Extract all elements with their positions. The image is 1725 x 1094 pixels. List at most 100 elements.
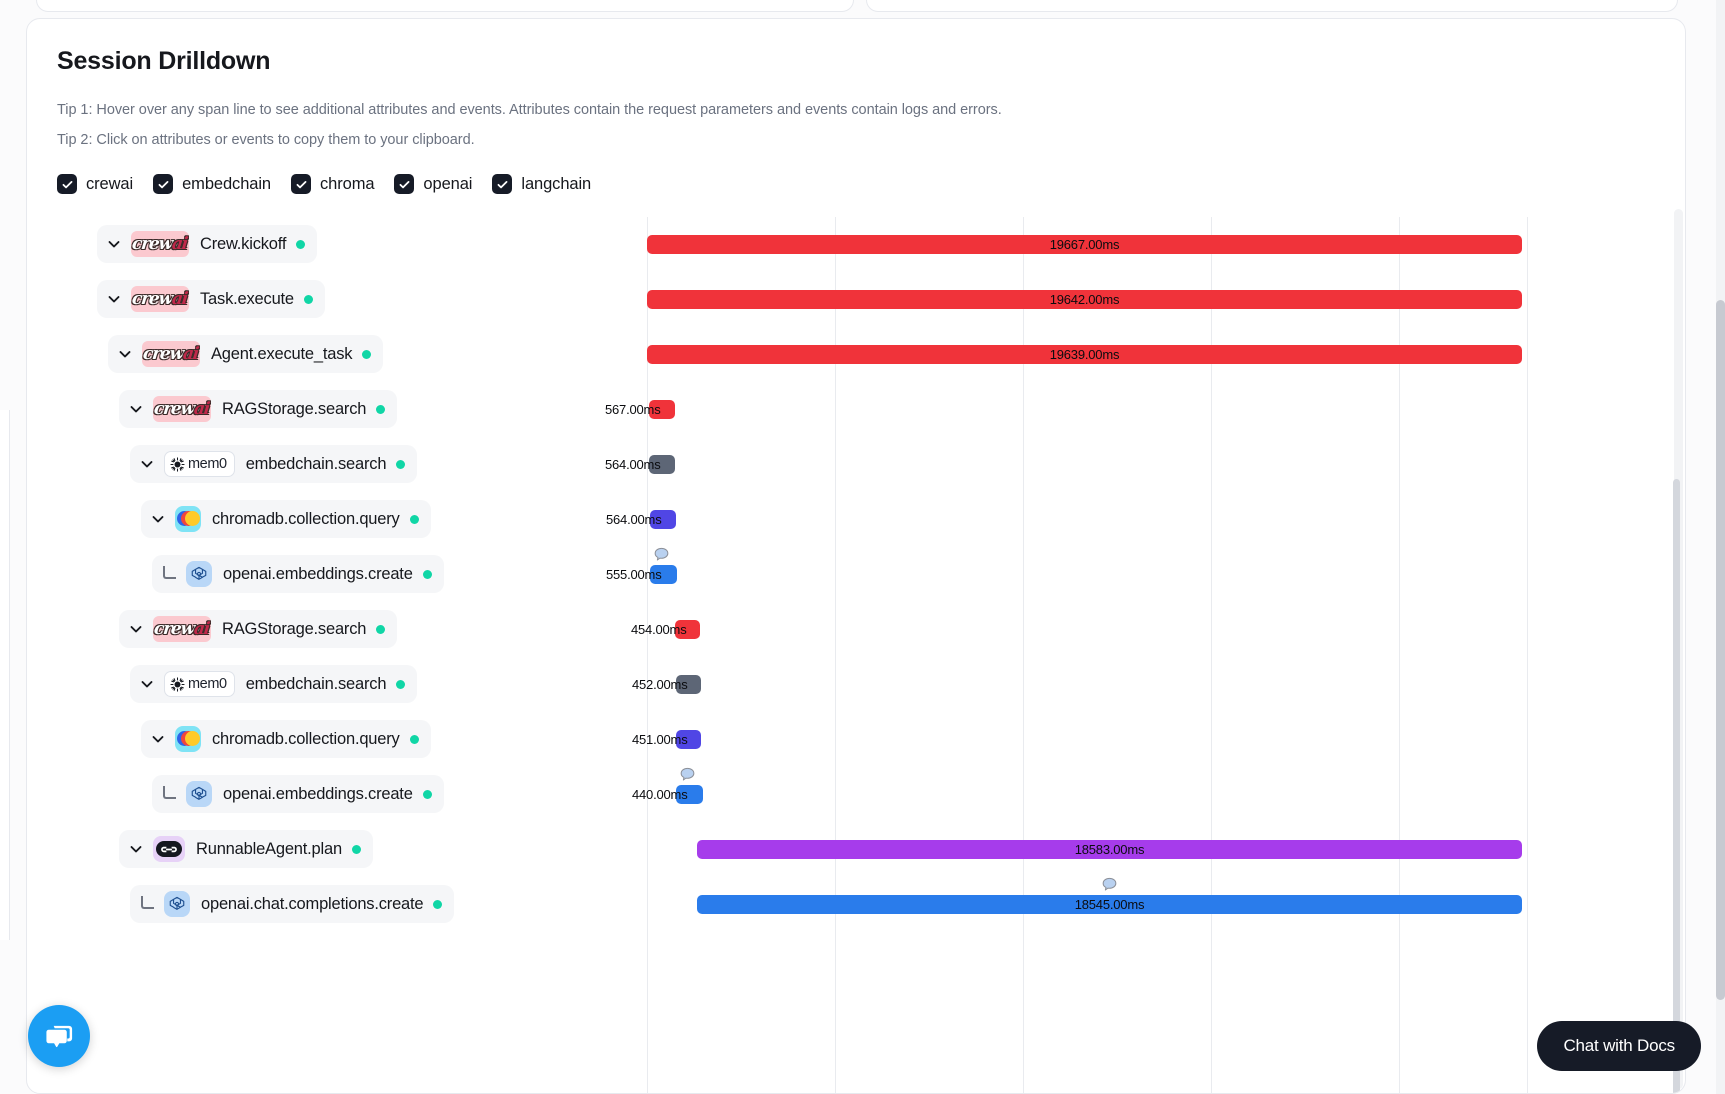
filter-chroma[interactable]: chroma: [291, 174, 375, 194]
span-row[interactable]: openai.chat.completions.create 18545.00ms: [27, 876, 1685, 932]
span-duration-bar[interactable]: [649, 455, 675, 474]
chevron-down-icon[interactable]: [130, 676, 164, 692]
span-label-cell[interactable]: chromadb.collection.query: [141, 720, 431, 758]
span-name: RAGStorage.search: [222, 619, 367, 638]
span-duration-bar[interactable]: [676, 785, 703, 804]
checkbox-crewai[interactable]: [57, 174, 77, 194]
checkbox-embedchain[interactable]: [153, 174, 174, 194]
span-row[interactable]: RunnableAgent.plan 18583.00ms: [27, 822, 1685, 877]
chevron-down-icon[interactable]: [97, 236, 131, 252]
span-duration-bar[interactable]: 19639.00ms: [647, 345, 1522, 364]
filter-label: openai: [423, 174, 473, 193]
waterfall-scrollbar-thumb[interactable]: [1673, 479, 1680, 1093]
chevron-down-icon[interactable]: [130, 456, 164, 472]
span-row[interactable]: crewai Crew.kickoff 19667.00ms: [27, 217, 1685, 272]
chevron-down-icon[interactable]: [97, 291, 131, 307]
status-dot: [362, 349, 372, 359]
filter-langchain[interactable]: langchain: [492, 174, 591, 194]
chroma-icon: [175, 506, 201, 532]
span-row[interactable]: crewai Agent.execute_task 19639.00ms: [27, 327, 1685, 382]
span-row[interactable]: crewai RAGStorage.search 454.00ms: [27, 602, 1685, 657]
filter-label: chroma: [320, 174, 375, 193]
chevron-down-icon[interactable]: [141, 511, 175, 527]
filter-crewai[interactable]: crewai: [57, 174, 133, 194]
span-duration-bar[interactable]: 18545.00ms: [697, 895, 1522, 914]
page-title: Session Drilldown: [57, 47, 271, 75]
span-duration-bar[interactable]: 19667.00ms: [647, 235, 1522, 254]
tree-leaf-connector: [152, 785, 186, 803]
span-label-cell[interactable]: openai.embeddings.create: [152, 555, 444, 593]
page-scrollbar-track[interactable]: [1716, 0, 1725, 1094]
chevron-down-icon[interactable]: [119, 841, 153, 857]
span-label-cell[interactable]: openai.chat.completions.create: [130, 885, 455, 923]
checkbox-chroma[interactable]: [291, 174, 311, 194]
chroma-icon: [175, 726, 201, 752]
span-duration-bar[interactable]: [675, 620, 700, 639]
status-dot: [433, 899, 443, 909]
span-duration-bar[interactable]: [649, 400, 675, 419]
span-label-cell[interactable]: crewai Crew.kickoff: [97, 225, 318, 263]
crewai-icon: crewai: [131, 286, 189, 312]
span-label-cell[interactable]: crewai RAGStorage.search: [119, 610, 398, 648]
openai-icon: [186, 781, 212, 807]
filter-openai[interactable]: openai: [394, 174, 472, 194]
chevron-down-icon[interactable]: [108, 346, 142, 362]
span-row[interactable]: mem0 embedchain.search 452.00ms: [27, 657, 1685, 712]
openai-icon: [164, 891, 190, 917]
mem0-icon: mem0: [164, 671, 235, 697]
span-label-cell[interactable]: crewai Agent.execute_task: [108, 335, 384, 373]
span-row[interactable]: crewai Task.execute 19642.00ms: [27, 272, 1685, 327]
status-dot: [351, 844, 361, 854]
span-duration-bar[interactable]: [650, 565, 677, 584]
span-event-marker-icon[interactable]: [652, 546, 671, 565]
chevron-down-icon[interactable]: [119, 621, 153, 637]
filter-label: crewai: [86, 174, 134, 193]
span-label-cell[interactable]: mem0 embedchain.search: [130, 445, 418, 483]
chevron-down-icon[interactable]: [141, 731, 175, 747]
status-dot: [409, 514, 419, 524]
span-duration-bar[interactable]: [650, 510, 676, 529]
span-label-cell[interactable]: openai.embeddings.create: [152, 775, 444, 813]
span-row[interactable]: chromadb.collection.query 451.00ms: [27, 712, 1685, 767]
span-duration-bar[interactable]: 19642.00ms: [647, 290, 1522, 309]
chevron-down-icon[interactable]: [119, 401, 153, 417]
timeline-gridline: [1527, 217, 1528, 1093]
span-label-cell[interactable]: crewai Task.execute: [97, 280, 325, 318]
crewai-icon: crewai: [142, 341, 200, 367]
top-card-left: [36, 0, 854, 12]
span-row[interactable]: openai.embeddings.create 440.00ms: [27, 766, 1685, 822]
filter-label: embedchain: [182, 174, 271, 193]
span-event-marker-icon[interactable]: [678, 766, 697, 785]
top-cards-strip: [0, 0, 1725, 14]
span-name: RAGStorage.search: [222, 399, 367, 418]
crewai-icon: crewai: [153, 396, 211, 422]
span-name: Agent.execute_task: [211, 344, 353, 363]
span-name: openai.chat.completions.create: [201, 894, 424, 913]
span-row[interactable]: chromadb.collection.query 564.00ms: [27, 492, 1685, 547]
span-duration-bar[interactable]: [676, 730, 701, 749]
checkbox-openai[interactable]: [394, 174, 415, 194]
span-label-cell[interactable]: mem0 embedchain.search: [130, 665, 418, 703]
span-row[interactable]: crewai RAGStorage.search 567.00ms: [27, 382, 1685, 437]
span-duration-bar[interactable]: [676, 675, 701, 694]
tree-leaf-connector: [152, 565, 186, 583]
crewai-icon: crewai: [153, 616, 211, 642]
chat-widget-button[interactable]: [28, 1005, 90, 1067]
span-row[interactable]: openai.embeddings.create 555.00ms: [27, 546, 1685, 602]
waterfall-scrollbar-track[interactable]: [1673, 209, 1683, 1093]
span-label-cell[interactable]: crewai RAGStorage.search: [119, 390, 398, 428]
span-event-marker-icon[interactable]: [1100, 876, 1119, 895]
filter-embedchain[interactable]: embedchain: [153, 174, 271, 194]
langchain-icon: [153, 836, 185, 862]
checkbox-langchain[interactable]: [492, 174, 513, 194]
span-row[interactable]: mem0 embedchain.search 564.00ms: [27, 437, 1685, 492]
page-scrollbar-thumb[interactable]: [1716, 300, 1725, 1000]
chat-with-docs-button[interactable]: Chat with Docs: [1537, 1021, 1701, 1071]
chat-bubble-icon: [45, 1025, 72, 1047]
timeline-gridline: [647, 217, 648, 1093]
span-duration-bar[interactable]: 18583.00ms: [697, 840, 1522, 859]
span-name: openai.embeddings.create: [223, 564, 413, 583]
span-label-cell[interactable]: RunnableAgent.plan: [119, 830, 373, 868]
span-label-cell[interactable]: chromadb.collection.query: [141, 500, 431, 538]
